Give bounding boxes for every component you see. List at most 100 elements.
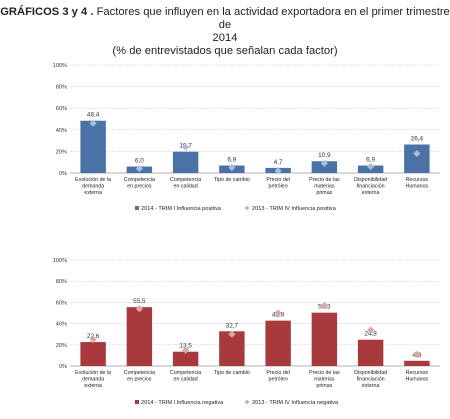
chart1-bar: [80, 120, 106, 173]
chart2-data-label: 24,8: [364, 331, 377, 338]
chart1-marker: [182, 143, 190, 151]
chart1-category-label: materias: [314, 184, 335, 190]
chart1-marker: [320, 159, 328, 167]
chart2-bar: [404, 360, 430, 366]
title-subtitle: (% de entrevistados que señalan cada fac…: [112, 45, 338, 57]
chart2-legend-label: 2014 - TRIM I Influencia negativa: [141, 400, 224, 406]
chart2-marker: [228, 330, 236, 338]
chart1-category-label: Tipo de cambio: [214, 177, 250, 183]
title-line2: 2014: [212, 32, 238, 44]
chart1-category-label: Humanos: [406, 184, 429, 190]
chart1-category-label: en precios: [127, 184, 152, 190]
chart1-ytick-label: 20%: [56, 149, 67, 155]
chart1-marker: [135, 165, 143, 173]
chart1-bar: [172, 151, 199, 173]
chart1-category-label: externa: [84, 190, 102, 196]
chart2-marker: [135, 305, 143, 313]
chart1-bar: [404, 144, 430, 173]
chart2-category-label: Humanos: [406, 377, 429, 383]
chart1-category-label: Precio de las: [309, 177, 340, 183]
chart2-category-label: Competencia: [124, 370, 155, 376]
chart2-category-label: externa: [84, 383, 102, 389]
chart1-legend-swatch-bar: [135, 206, 139, 210]
chart1-legend-label: 2013 - TRIM IV Influencia positiva: [252, 206, 337, 212]
chart1-category-label: Competencia: [170, 177, 201, 183]
chart1-category-label: externa: [362, 190, 380, 196]
chart2-category-label: Competencia: [170, 370, 201, 376]
chart1-marker: [413, 149, 421, 158]
chart2-marker: [182, 346, 190, 354]
chart2-category-label: en precios: [127, 377, 152, 383]
chart1-data-label: 6,9: [227, 157, 236, 164]
chart2-legend-swatch-bar: [135, 400, 139, 404]
chart1-marker: [367, 162, 375, 171]
chart1-ytick-label: 80%: [56, 85, 67, 91]
chart2-category-label: externa: [362, 383, 380, 389]
chart2-data-label: 13,5: [179, 343, 192, 350]
chart1-category-label: en calidad: [174, 184, 198, 190]
chart1-category-label: Competencia: [124, 177, 155, 183]
chart1-marker: [228, 164, 236, 172]
chart2-ytick-label: 100%: [53, 258, 67, 264]
chart2-category-label: demanda: [82, 377, 104, 383]
chart1-ytick-label: 40%: [56, 128, 67, 134]
chart2-marker: [367, 326, 375, 334]
chart1-category-label: primas: [316, 190, 332, 196]
chart1-legend-label: 2014 - TRIM I Influencia positiva: [141, 206, 222, 212]
chart2-marker: [320, 301, 328, 310]
title-text: Factores que influyen en la actividad ex…: [93, 6, 450, 31]
chart2-bar: [311, 312, 338, 366]
chart1-data-label: 48,4: [87, 112, 100, 119]
chart1-data-label: 10,9: [318, 152, 331, 159]
chart2-legend-label: 2013 - TRIM IV Influencia negativa: [252, 400, 339, 406]
chart2-bar: [80, 342, 106, 366]
chart2-category-label: Evolución de la: [75, 370, 111, 376]
chart1-bar: [311, 161, 338, 173]
chart2-category-label: Precio de las: [309, 370, 340, 376]
chart2-ytick-label: 0%: [59, 364, 67, 370]
chart1-legend-swatch-marker: [244, 205, 250, 211]
chart1-ytick-label: 0%: [59, 171, 67, 177]
chart2-data-label: 32,7: [226, 322, 239, 329]
chart2-category-label: Tipo de cambio: [214, 370, 250, 376]
chart1-category-label: financiación: [357, 184, 385, 190]
chart2-category-label: Precio del: [266, 370, 290, 376]
chart2-ytick-label: 20%: [56, 343, 67, 349]
chart1-data-label: 6,9: [366, 157, 375, 164]
chart1-category-label: Disponibilidad: [354, 177, 387, 183]
chart2-legend-swatch-marker: [244, 399, 250, 405]
chart2-data-label: 55,5: [133, 298, 146, 305]
chart2-marker: [89, 335, 97, 344]
chart2-category-label: en calidad: [174, 377, 198, 383]
chart1-data-label: 6,0: [135, 158, 144, 165]
chart1-ytick-label: 60%: [56, 106, 67, 112]
chart2-ytick-label: 40%: [56, 322, 67, 328]
chart2-marker: [413, 350, 421, 358]
chart2-ytick-label: 80%: [56, 279, 67, 285]
chart1-category-label: demanda: [82, 184, 104, 190]
chart2-bar: [265, 320, 291, 366]
chart2-category-label: primas: [316, 383, 332, 389]
chart1-marker: [89, 119, 97, 127]
figure-title: GRÁFICOS 3 y 4 . Factores que influyen e…: [0, 6, 450, 58]
chart2-category-label: Recursos: [406, 370, 429, 376]
chart1-category-label: Recursos: [406, 177, 429, 183]
chart2-category-label: materias: [314, 377, 335, 383]
chart1-data-label: 26,4: [411, 135, 424, 142]
chart2-bar: [126, 307, 153, 366]
chart2-category-label: Disponibilidad: [354, 370, 387, 376]
chart1-data-label: 4,7: [274, 159, 283, 166]
chart2-marker: [274, 309, 282, 317]
chart2-ytick-label: 60%: [56, 300, 67, 306]
chart1-category-label: Evolución de la: [75, 177, 111, 183]
chart1-ytick-label: 100%: [53, 63, 67, 69]
chart2-category-label: financiación: [357, 377, 385, 383]
chart2-category-label: petróleo: [269, 377, 288, 383]
chart1-category-label: petróleo: [269, 184, 288, 190]
chart1-marker: [274, 167, 282, 175]
chart1-category-label: Precio del: [266, 177, 290, 183]
chart2-bar: [357, 339, 384, 366]
title-lead: GRÁFICOS 3 y 4 .: [0, 6, 94, 18]
chart2-bar: [172, 351, 199, 366]
